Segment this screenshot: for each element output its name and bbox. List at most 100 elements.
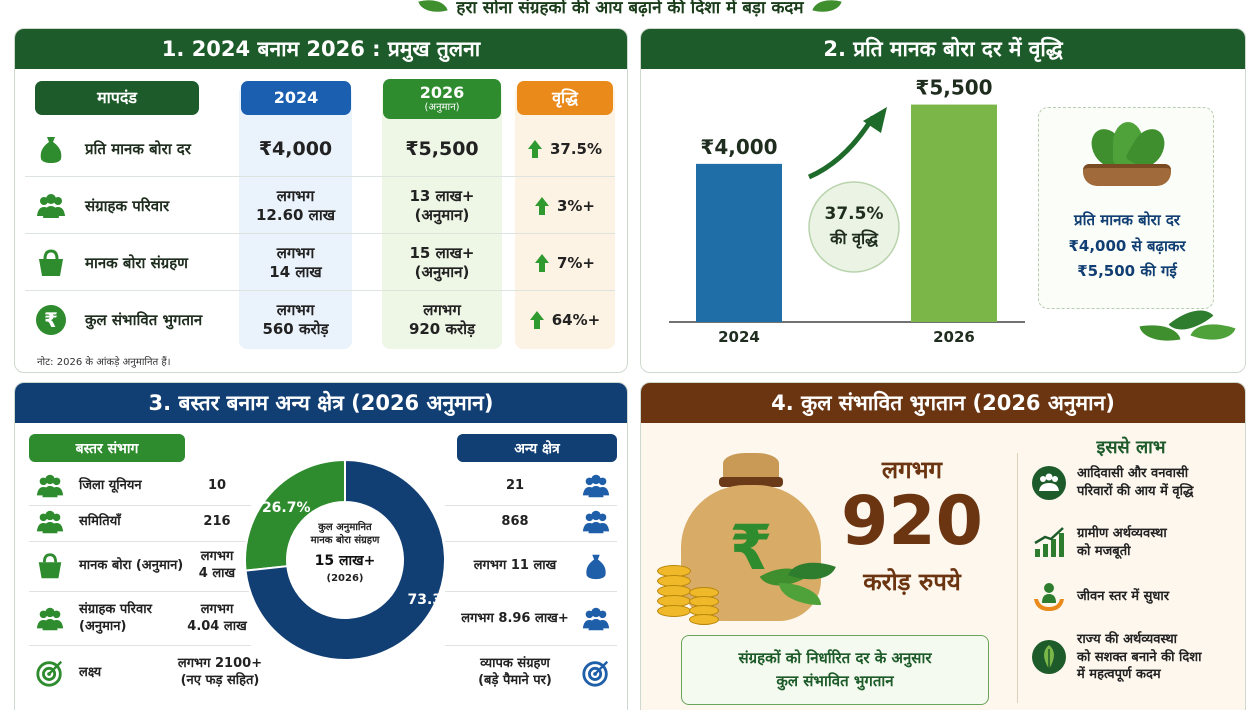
benefit-item: राज्य की अर्थव्यवस्था को सशक्त बनाने की … bbox=[1031, 631, 1241, 684]
up-arrow-icon bbox=[527, 140, 542, 158]
up-arrow-icon bbox=[534, 197, 549, 215]
donut-slice-label: 73.3% bbox=[407, 592, 450, 608]
value-2026: 15 लाख+ (अनुमान) bbox=[409, 243, 475, 282]
year-2024-header: 2024 bbox=[241, 81, 351, 115]
donut-slice-bastar bbox=[244, 458, 346, 572]
payment-approx-label: लगभग bbox=[881, 456, 943, 484]
value-2024: लगभग 12.60 लाख bbox=[256, 186, 335, 225]
infographic-title: हरा सोना संग्रहकों की आय बढ़ाने की दिशा … bbox=[456, 0, 804, 18]
bar-category-label: 2026 bbox=[933, 328, 975, 346]
rate-info-box: प्रति मानक बोरा दर ₹4,000 से बढ़ाकर ₹5,5… bbox=[1038, 107, 1214, 309]
growth-header: वृद्धि bbox=[517, 81, 613, 115]
payment-caption: संग्रहकों को निर्धारित दर के अनुसार कुल … bbox=[681, 635, 989, 705]
growth-value: 64%+ bbox=[551, 311, 601, 329]
svg-text:₹: ₹ bbox=[44, 308, 58, 332]
row-divider bbox=[29, 541, 251, 542]
criteria-header: मापदंड bbox=[35, 81, 199, 115]
target-icon bbox=[581, 658, 611, 688]
gond-leaves-basket-icon bbox=[1079, 122, 1175, 192]
col-growth-bg bbox=[515, 85, 615, 349]
benefit-text: ग्रामीण अर्थव्यवस्था को मजबूती bbox=[1077, 526, 1167, 559]
other-region-value: 868 bbox=[501, 513, 529, 529]
comparison-panel: 1. 2024 बनाम 2026 : प्रमुख तुलना मापदंड … bbox=[14, 28, 628, 373]
growth-value: 37.5% bbox=[549, 140, 603, 158]
benefits-divider bbox=[1017, 453, 1018, 703]
row-divider bbox=[29, 645, 251, 646]
money-bag-icon bbox=[35, 133, 67, 165]
target-icon bbox=[35, 658, 65, 688]
comparison-row: मानक बोरा संग्रहण लगभग 14 लाख 15 लाख+ (अनु… bbox=[25, 235, 615, 291]
donut-center: कुल अनुमानित मानक बोरा संग्रहण 15 लाख+ (… bbox=[295, 521, 395, 584]
region-comparison-panel: 3. बस्तर बनाम अन्य क्षेत्र (2026 अनुमान)… bbox=[14, 382, 628, 710]
donut-center-value: 15 लाख+ bbox=[314, 553, 376, 569]
row-divider bbox=[445, 541, 617, 542]
people-group-icon bbox=[35, 190, 67, 222]
bar-value-label: ₹4,000 bbox=[700, 135, 777, 159]
growth-chart-icon bbox=[1031, 525, 1067, 561]
benefit-item: जीवन स्तर में सुधार bbox=[1031, 579, 1241, 615]
collection-donut-chart: 26.7% 73.3% bbox=[244, 458, 450, 661]
comparison-row: संग्राहक परिवार लगभग 12.60 लाख 13 लाख+ (अन… bbox=[25, 178, 615, 234]
row-divider bbox=[445, 591, 617, 592]
col-2026-bg bbox=[382, 85, 502, 349]
benefit-text: राज्य की अर्थव्यवस्था को सशक्त बनाने की … bbox=[1077, 632, 1202, 683]
other-region-value: व्यापक संग्रहण (बड़े पैमाने पर) bbox=[478, 656, 552, 688]
value-2026: ₹5,500 bbox=[405, 137, 479, 160]
decorative-leaves-icon bbox=[1139, 298, 1241, 365]
growth-circle: 37.5% की वृद्धि bbox=[808, 181, 900, 273]
bar-2026 bbox=[911, 104, 997, 322]
other-regions-tag: अन्य क्षेत्र bbox=[457, 434, 617, 462]
growth-value: 7%+ bbox=[556, 254, 596, 272]
payment-unit: करोड़ रुपये bbox=[863, 568, 961, 596]
leaf-icon bbox=[418, 0, 449, 18]
bastar-value: लगभग 2100+ (नए फड़ सहित) bbox=[177, 656, 263, 688]
growth-arrow-icon bbox=[807, 115, 876, 180]
row-divider bbox=[445, 645, 617, 646]
rupee-symbol: ₹ bbox=[729, 511, 773, 584]
other-region-value: 21 bbox=[505, 477, 525, 493]
rate-panel-title: 2. प्रति मानक बोरा दर में वृद्धि bbox=[641, 29, 1245, 69]
growth-cell: 37.5% bbox=[515, 121, 615, 177]
money-bag-icon bbox=[581, 551, 611, 581]
infographic-header: हरा सोना संग्रहकों की आय बढ़ाने की दिशा … bbox=[0, 0, 1260, 19]
row-divider bbox=[29, 591, 251, 592]
basket-icon bbox=[35, 551, 65, 581]
donut-slice-label: 26.7% bbox=[262, 500, 311, 516]
year-2026-header: 2026 (अनुमान) bbox=[383, 79, 501, 119]
benefit-item: ग्रामीण अर्थव्यवस्था को मजबूती bbox=[1031, 525, 1241, 561]
other-region-value: लगभग 11 लाख bbox=[473, 557, 557, 573]
payment-amount: 920 bbox=[841, 482, 983, 561]
person-hands-icon bbox=[1031, 579, 1067, 615]
bastar-value: लगभग 4 लाख bbox=[198, 549, 236, 581]
up-arrow-icon bbox=[534, 254, 549, 272]
comparison-row: प्रति मानक बोरा दर ₹4,000 ₹5,500 37.5% bbox=[25, 121, 615, 177]
leaf-icon bbox=[811, 0, 842, 18]
growth-circle-label: की वृद्धि bbox=[829, 229, 879, 249]
value-2024: लगभग 14 लाख bbox=[269, 243, 322, 282]
bastar-value: 216 bbox=[203, 513, 231, 529]
people-group-icon bbox=[581, 507, 611, 537]
people-group-icon bbox=[35, 507, 65, 537]
donut-center-sub: (2026) bbox=[326, 573, 364, 584]
bastar-tag: बस्तर संभाग bbox=[29, 434, 185, 462]
people-group-icon bbox=[35, 604, 65, 634]
benefits-title: इससे लाभ bbox=[1096, 437, 1166, 458]
basket-icon bbox=[35, 247, 67, 279]
data-note: नोट: 2026 के आंकड़े अनुमानित हैं। bbox=[37, 357, 171, 368]
growth-value: 3%+ bbox=[556, 197, 596, 215]
people-circle-icon bbox=[1031, 465, 1067, 501]
region-row-label: संग्राहक परिवार (अनुमान) bbox=[79, 602, 152, 634]
up-arrow-icon bbox=[529, 311, 544, 329]
col-2024-bg bbox=[239, 85, 352, 349]
leaf-circle-icon bbox=[1031, 639, 1067, 675]
growth-cell: 3%+ bbox=[515, 178, 615, 234]
donut-slice-other bbox=[244, 458, 446, 661]
value-2026: लगभग 920 करोड़ bbox=[408, 300, 476, 339]
comparison-panel-title: 1. 2024 बनाम 2026 : प्रमुख तुलना bbox=[15, 29, 627, 69]
rate-bar-chart: 37.5% की वृद्धि ₹4,000 2024 ₹5,500 2026 bbox=[669, 76, 1025, 346]
criteria-label: कुल संभावित भुगतान bbox=[85, 311, 203, 329]
donut-center-title: कुल अनुमानित मानक बोरा संग्रहण bbox=[310, 522, 380, 546]
region-row-label: मानक बोरा (अनुमान) bbox=[79, 557, 184, 573]
payment-panel-title: 4. कुल संभावित भुगतान (2026 अनुमान) bbox=[641, 383, 1245, 423]
bastar-value: लगभग 4.04 लाख bbox=[187, 602, 247, 634]
